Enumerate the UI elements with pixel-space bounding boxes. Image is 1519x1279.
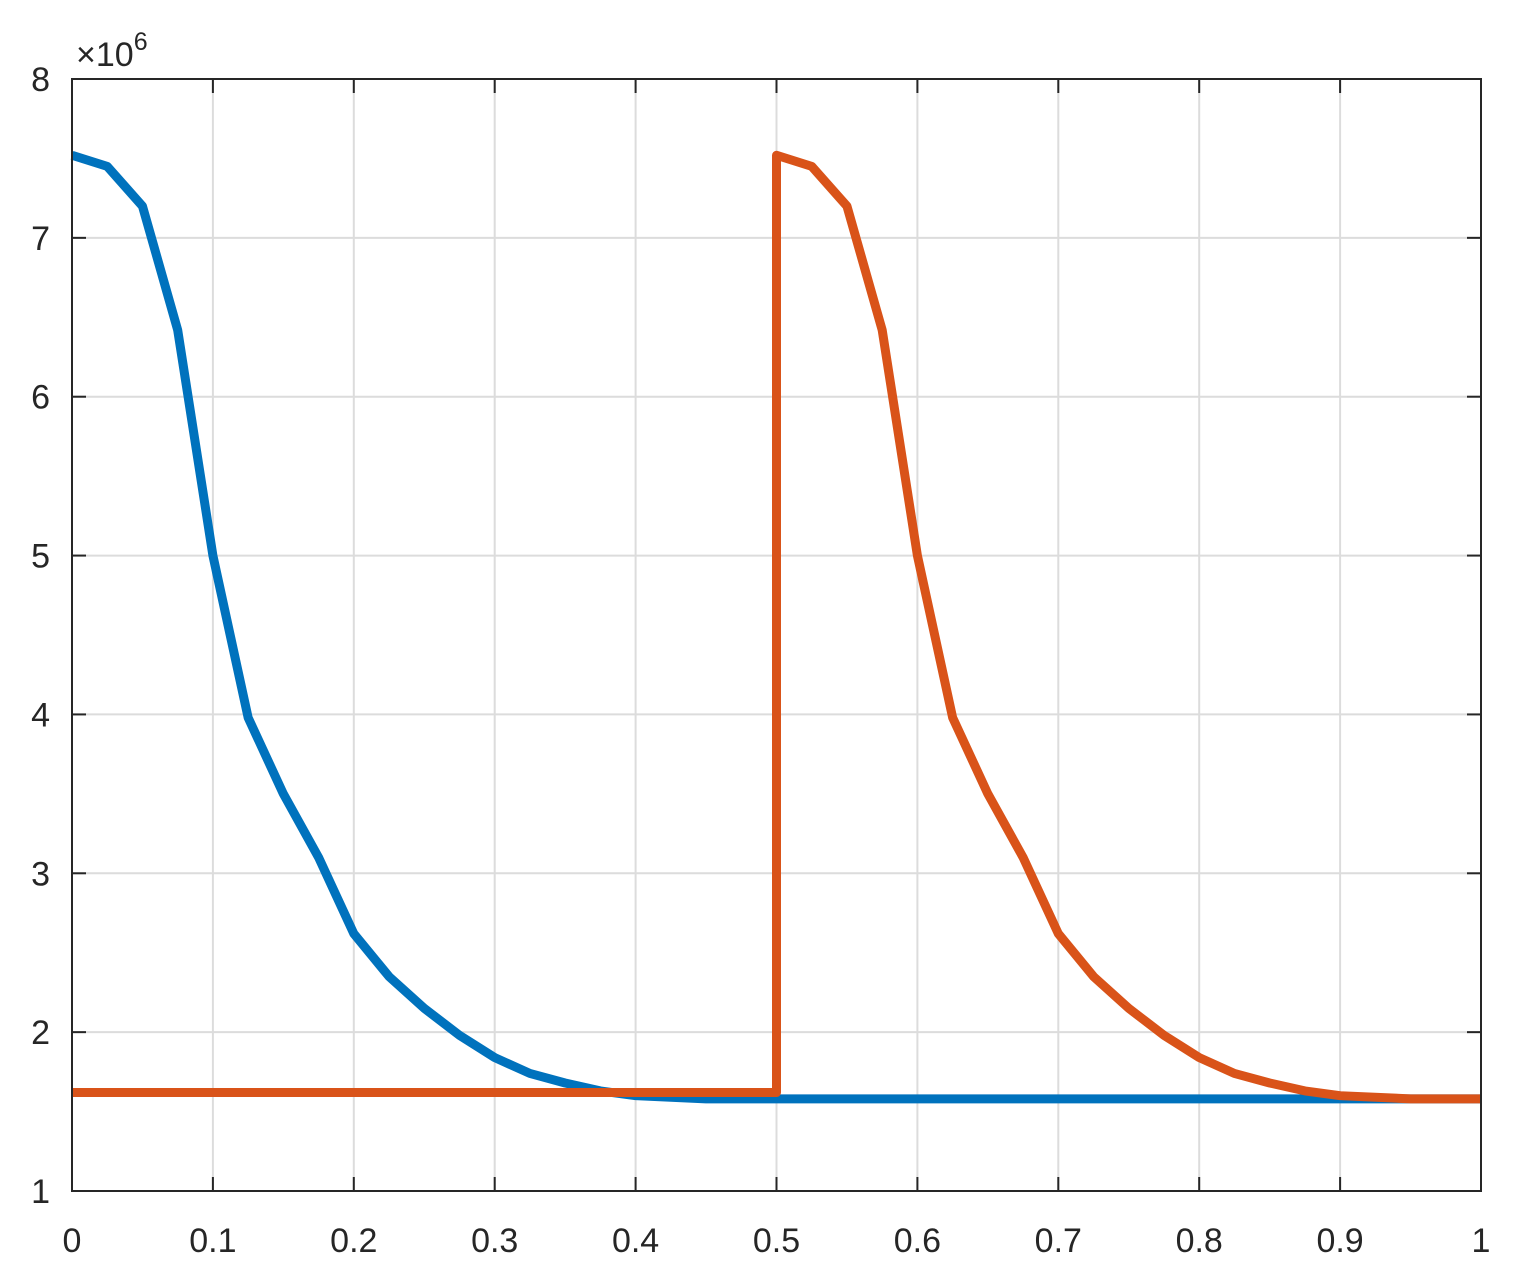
y-tick-label: 7 (31, 220, 50, 258)
y-tick-label: 6 (31, 379, 50, 417)
y-tick-label: 8 (31, 61, 50, 99)
y-tick-label: 4 (31, 696, 50, 734)
x-tick-label: 0.9 (1316, 1222, 1363, 1260)
y-tick-label: 3 (31, 855, 50, 893)
x-tick-label: 1 (1472, 1222, 1491, 1260)
x-tick-label: 0 (63, 1222, 82, 1260)
plot-frame (71, 78, 1482, 1192)
x-tick-label: 0.6 (894, 1222, 941, 1260)
y-tick-label: 5 (31, 538, 50, 576)
x-tick-label: 0.8 (1176, 1222, 1223, 1260)
y-tick-label: 1 (31, 1173, 50, 1211)
x-tick-label: 0.3 (471, 1222, 518, 1260)
line-series (72, 150, 1481, 1104)
line-series (70, 150, 1481, 1104)
x-tick-label: 0.7 (1035, 1222, 1082, 1260)
x-tick-label: 0.5 (753, 1222, 800, 1260)
x-tick-label: 0.4 (612, 1222, 659, 1260)
x-tick-label: 0.1 (189, 1222, 236, 1260)
x-tick-label: 0.2 (330, 1222, 377, 1260)
y-multiplier: ×106 (76, 28, 148, 74)
y-tick-label: 2 (31, 1014, 50, 1052)
